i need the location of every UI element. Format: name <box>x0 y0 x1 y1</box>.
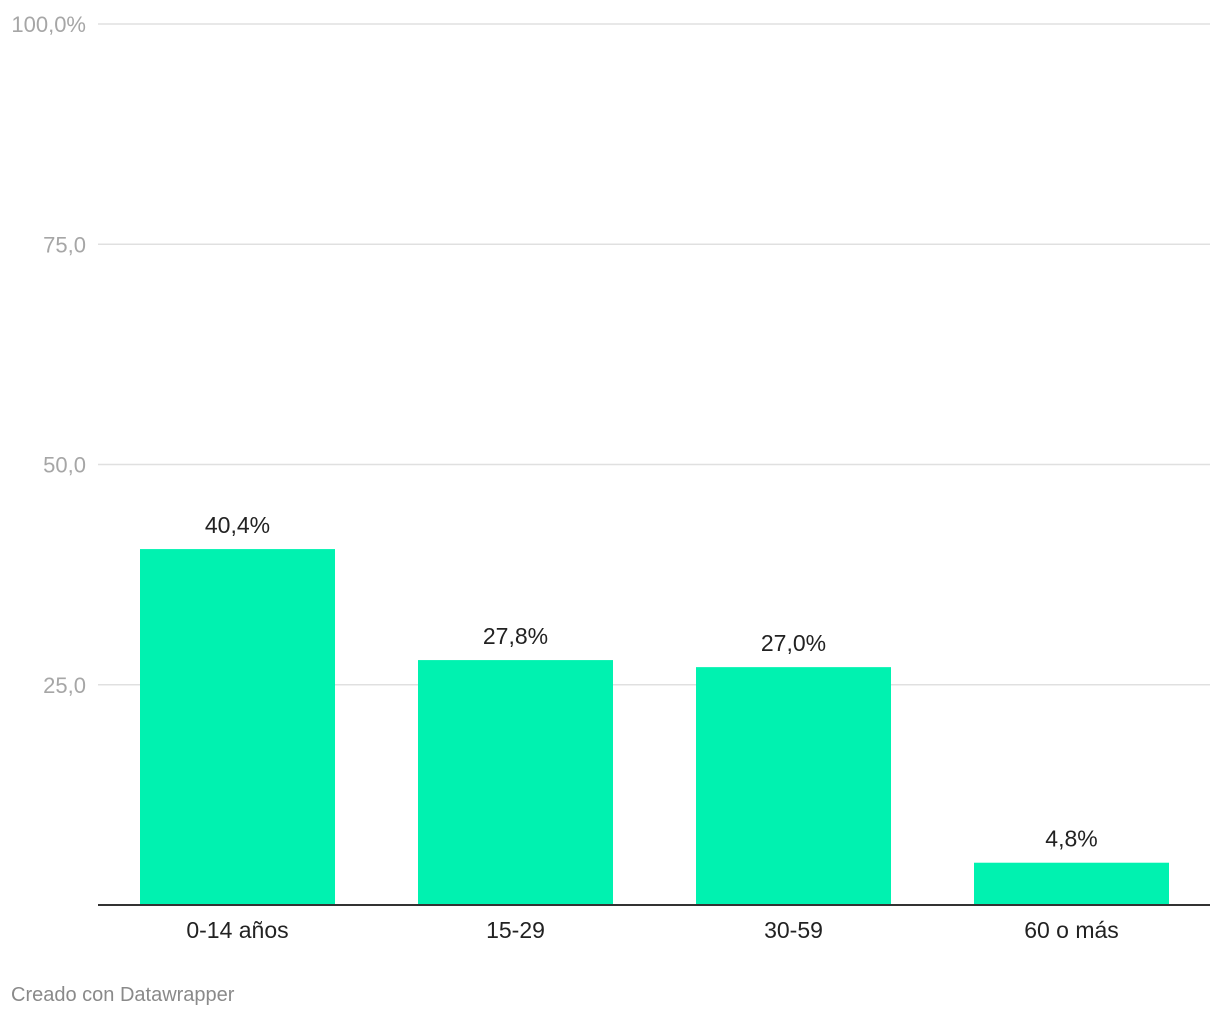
bars <box>140 549 1169 905</box>
y-tick-label: 75,0 <box>43 232 86 257</box>
category-label: 30-59 <box>764 917 823 943</box>
category-label: 15-29 <box>486 917 545 943</box>
labels: 100,0% 75,0 50,0 25,0 40,4% 0-14 años 27,8% 15-… <box>11 12 1118 943</box>
bar <box>418 660 613 905</box>
y-tick-label: 100,0% <box>11 12 86 37</box>
category-label: 60 o más <box>1024 917 1119 943</box>
bar <box>140 549 335 905</box>
value-label: 40,4% <box>205 512 270 538</box>
value-label: 27,0% <box>761 630 826 656</box>
bar <box>974 862 1169 905</box>
credit-text: Creado con Datawrapper <box>11 984 235 1006</box>
value-label: 27,8% <box>483 623 548 649</box>
y-tick-label: 50,0 <box>43 453 86 478</box>
category-label: 0-14 años <box>186 917 288 943</box>
bar <box>696 667 891 905</box>
value-label: 4,8% <box>1045 826 1097 852</box>
y-tick-label: 25,0 <box>43 673 86 698</box>
